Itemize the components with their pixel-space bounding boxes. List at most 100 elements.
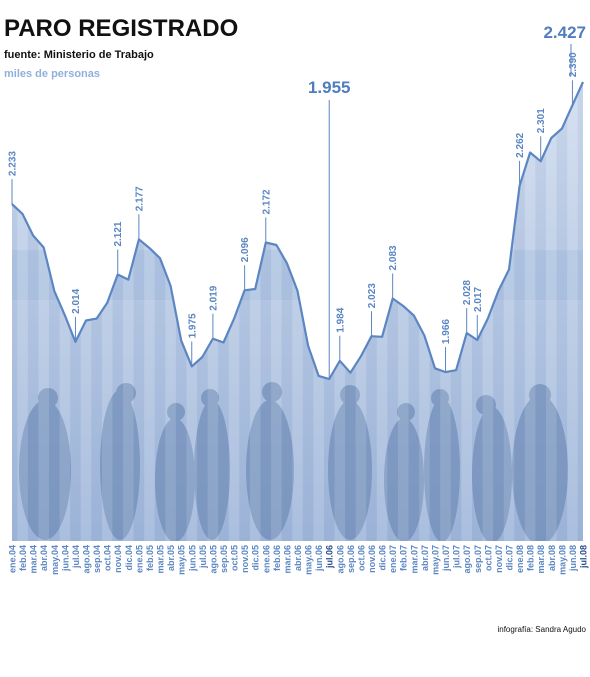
- x-tick-label: jun.06: [314, 545, 324, 572]
- source: fuente: Ministerio de Trabajo: [4, 49, 154, 61]
- stripe: [197, 82, 208, 541]
- x-tick-label: may.08: [557, 545, 567, 575]
- x-tick-label: may.05: [177, 545, 187, 575]
- stripe: [567, 82, 578, 541]
- value-label: 2.014: [71, 288, 82, 313]
- value-label: 2.083: [388, 245, 399, 270]
- stripes: [12, 82, 583, 541]
- x-tick-label: ene.06: [261, 545, 271, 573]
- unit-label: miles de personas: [4, 68, 100, 80]
- x-tick-label: oct.06: [356, 545, 366, 571]
- stripe: [175, 82, 187, 541]
- stripe: [419, 82, 430, 541]
- stripe: [133, 82, 145, 541]
- x-tick-label: ene.07: [388, 545, 398, 573]
- x-tick-label: oct.04: [103, 545, 113, 571]
- value-label: 2.172: [261, 189, 272, 214]
- stripe: [408, 82, 420, 541]
- x-tick-label: feb.05: [145, 545, 155, 571]
- x-tick-label: mar.04: [29, 545, 39, 574]
- value-label: 2.023: [367, 283, 378, 308]
- value-label: 1.955: [308, 78, 351, 97]
- x-tick-label: dic.05: [251, 545, 261, 571]
- x-tick-label: may.07: [430, 545, 440, 575]
- x-tick-label: ene.04: [8, 545, 18, 573]
- stripe: [535, 82, 546, 541]
- stripe: [387, 82, 398, 541]
- x-tick-label: may.04: [50, 545, 60, 575]
- stripe: [545, 82, 557, 541]
- stripe: [281, 82, 293, 541]
- stripe: [91, 82, 102, 541]
- background-photo: [12, 82, 583, 541]
- value-label: 1.975: [187, 313, 198, 338]
- stripe: [165, 82, 176, 541]
- x-tick-label: sep.04: [92, 545, 102, 573]
- x-tick-label: jul.07: [452, 545, 462, 569]
- stripe: [144, 82, 155, 541]
- x-tick-label: ago.05: [208, 545, 218, 574]
- x-tick-label: sep.07: [473, 545, 483, 573]
- x-tick-label: nov.05: [240, 545, 250, 573]
- x-tick-label: mar.08: [536, 545, 546, 574]
- value-label: 2.121: [113, 221, 124, 246]
- stripe: [260, 82, 272, 541]
- stripe: [228, 82, 240, 541]
- x-tick-label: mar.06: [282, 545, 292, 574]
- value-label: 2.028: [462, 280, 473, 305]
- stripe: [38, 82, 50, 541]
- value-label: 2.017: [473, 287, 484, 312]
- line: [11, 81, 585, 381]
- stripe: [49, 82, 60, 541]
- x-tick-label: jul.05: [198, 545, 208, 569]
- stripe: [556, 82, 568, 541]
- stripe: [154, 82, 166, 541]
- x-tick-label: jun.04: [60, 545, 70, 572]
- x-tick-label: sep.06: [346, 545, 356, 573]
- stripe: [355, 82, 367, 541]
- x-tick-label: jul.06: [325, 545, 335, 569]
- x-tick-label: abr.06: [293, 545, 303, 571]
- value-label: 2.390: [568, 52, 579, 77]
- stripe: [514, 82, 525, 541]
- stripe: [524, 82, 536, 541]
- x-tick-label: nov.04: [113, 545, 123, 573]
- x-tick-label: oct.07: [483, 545, 493, 571]
- people: [19, 382, 568, 541]
- value-label: 2.019: [208, 285, 219, 310]
- stripe: [80, 82, 92, 541]
- stripe: [249, 82, 261, 541]
- x-tick-label: nov.06: [367, 545, 377, 573]
- x-tick-label: abr.07: [420, 545, 430, 571]
- x-tick-label: oct.05: [230, 545, 240, 571]
- stripe: [577, 82, 583, 541]
- x-tick-label: jun.07: [441, 545, 451, 572]
- x-tick-label: ago.06: [335, 545, 345, 574]
- stripe: [482, 82, 494, 541]
- x-tick-label: ago.07: [462, 545, 472, 574]
- stripe: [503, 82, 515, 541]
- x-tick-label: dic.06: [378, 545, 388, 571]
- x-tick-label: ago.04: [82, 545, 92, 574]
- value-label: 1.966: [441, 319, 452, 344]
- stripe: [17, 82, 28, 541]
- stripe: [59, 82, 71, 541]
- stripe: [450, 82, 462, 541]
- x-tick-label: abr.08: [547, 545, 557, 571]
- value-label: 1.984: [335, 307, 346, 332]
- stripe: [218, 82, 229, 541]
- value-label: 2.096: [240, 237, 251, 262]
- x-tick-label: jun.08: [568, 545, 578, 572]
- stripe: [493, 82, 504, 541]
- x-tick-label: abr.04: [39, 545, 49, 571]
- x-tick-label: mar.05: [156, 545, 166, 574]
- x-tick-label: abr.05: [166, 545, 176, 571]
- x-tick-label: ene.08: [515, 545, 525, 573]
- x-tick-label: jul.08: [579, 545, 589, 569]
- value-label: 2.177: [134, 186, 145, 211]
- stripe: [123, 82, 134, 541]
- x-tick-label: jul.04: [71, 545, 81, 569]
- x-tick-label: feb.08: [526, 545, 536, 571]
- x-tick-label: mar.07: [409, 545, 419, 574]
- value-label: 2.301: [536, 108, 547, 133]
